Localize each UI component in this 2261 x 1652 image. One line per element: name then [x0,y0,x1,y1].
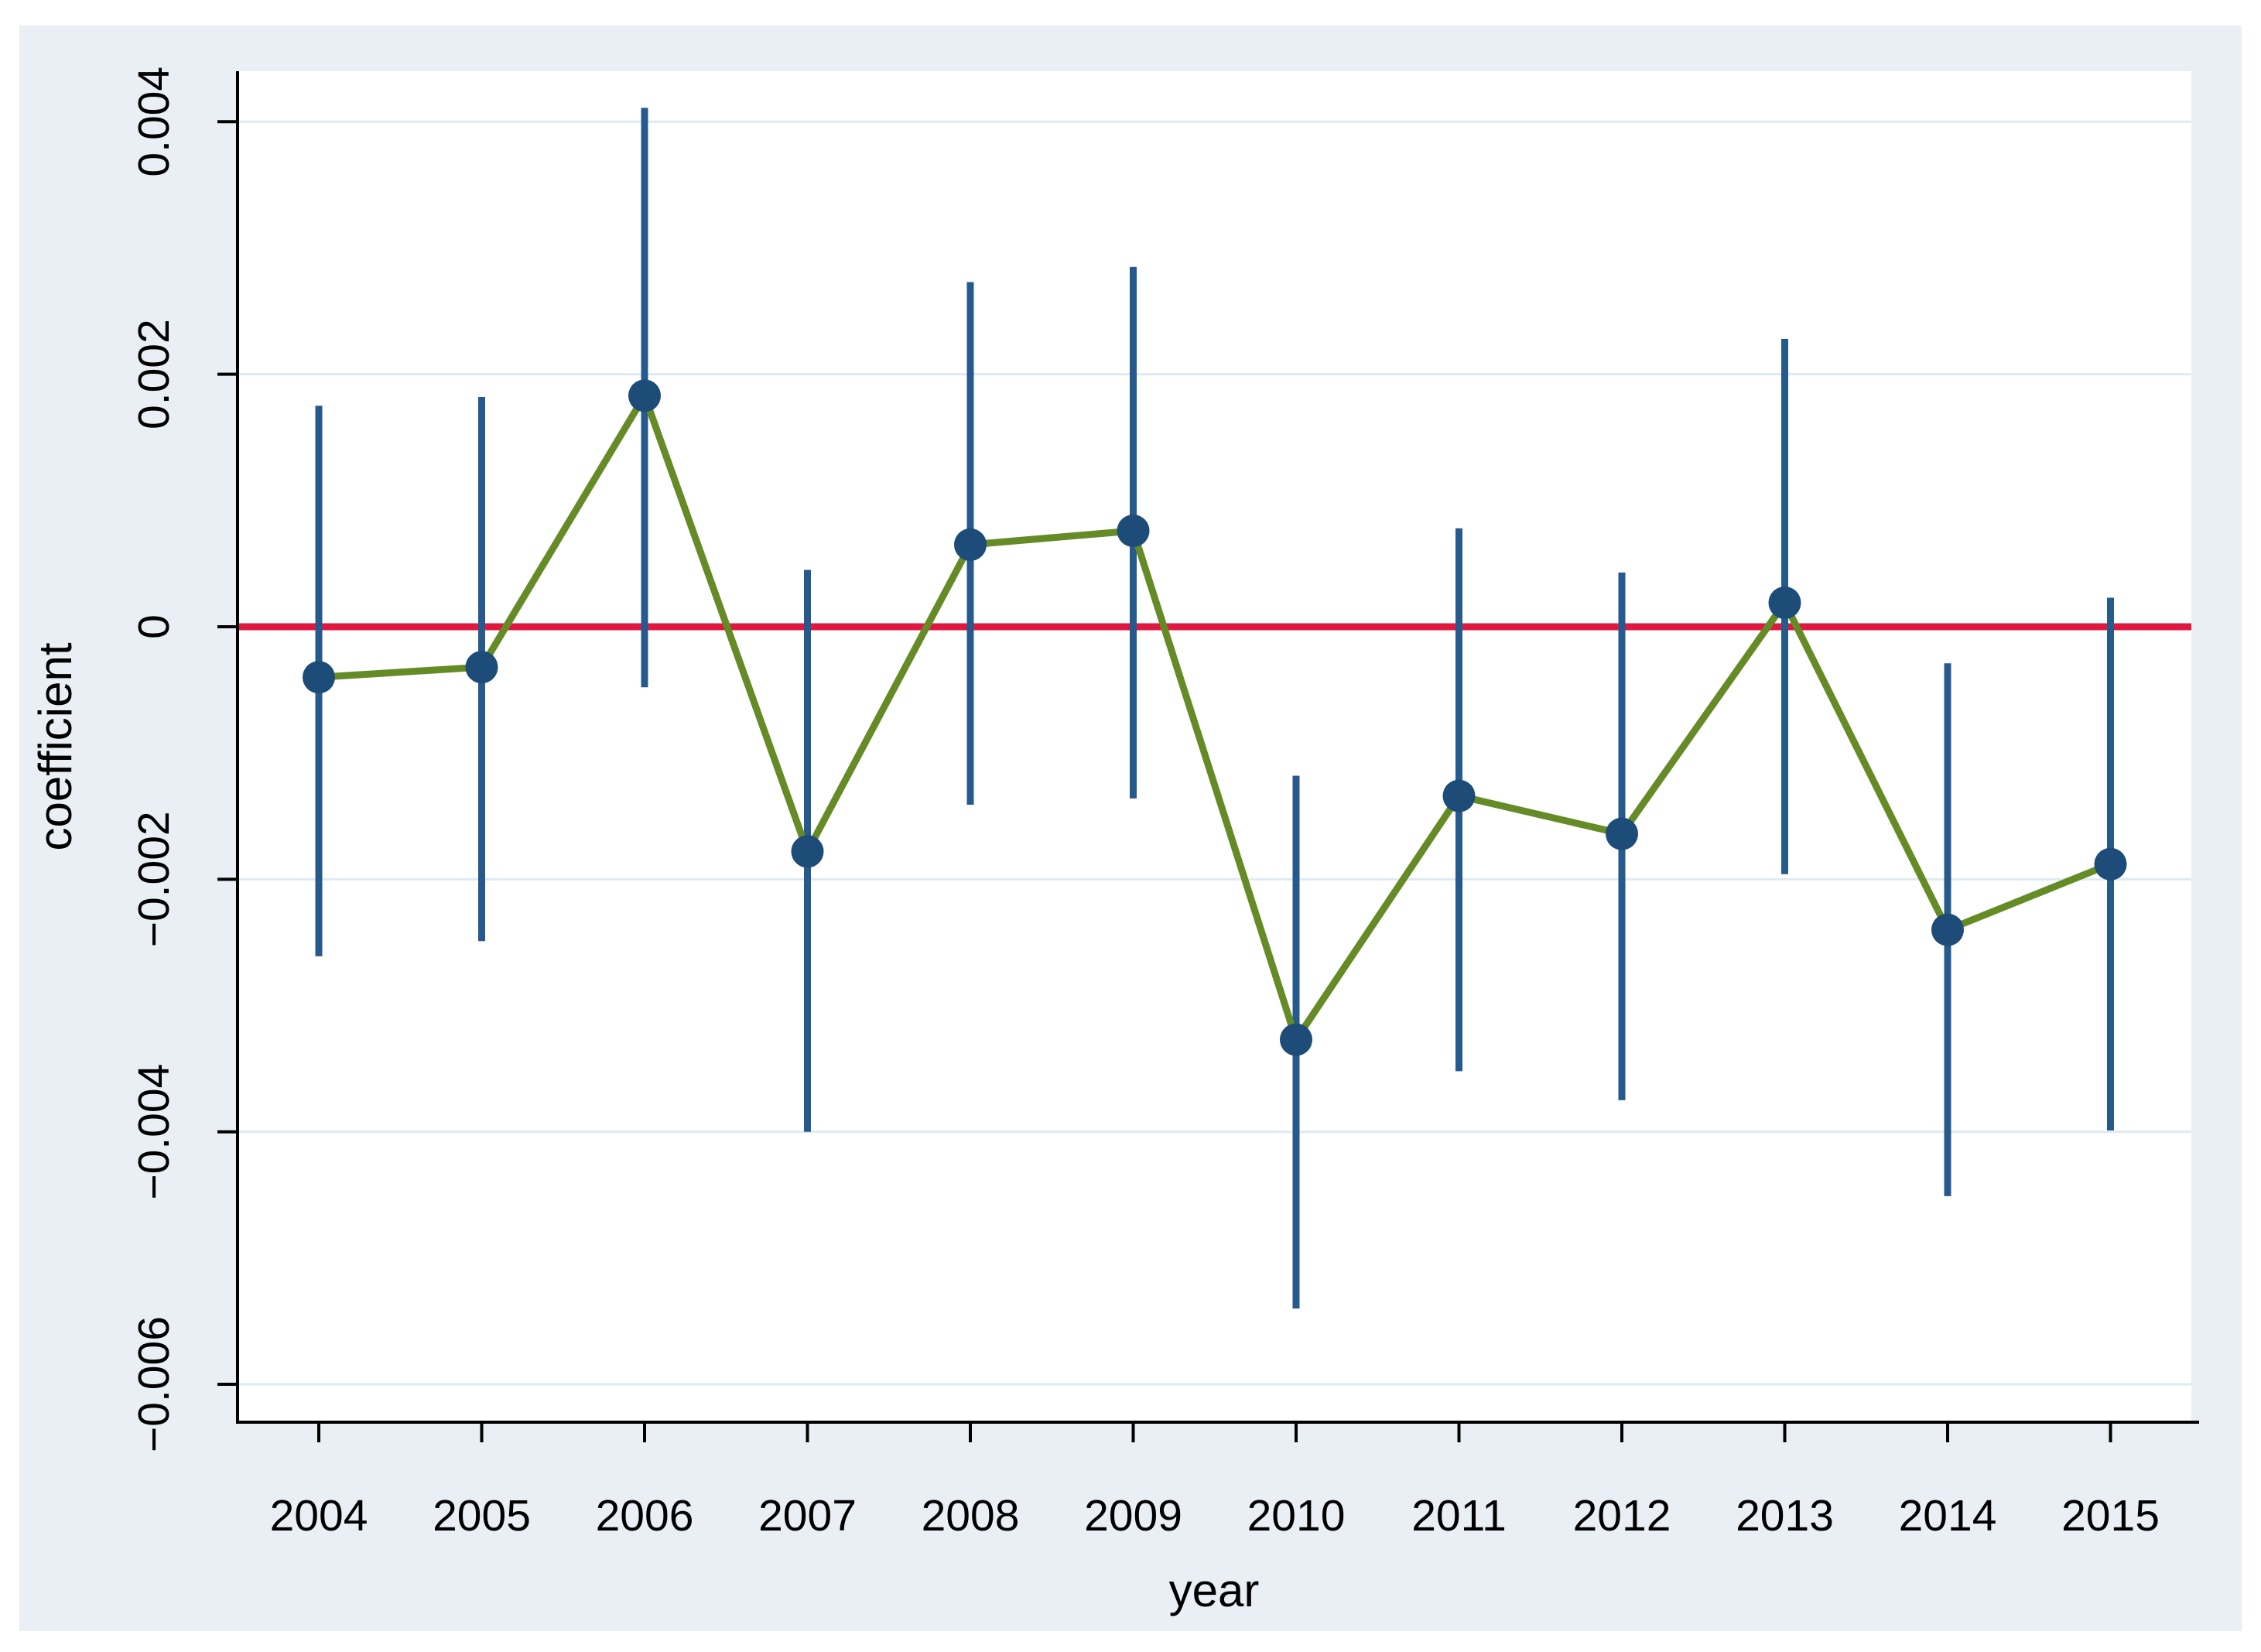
y-tick-label: −0.002 [129,811,179,947]
x-tick-label: 2010 [1247,1491,1346,1541]
estimate-marker-2009 [1117,514,1150,547]
plot-area [238,71,2191,1422]
y-tick-label: 0.002 [129,319,179,429]
y-tick-label: −0.004 [129,1064,179,1200]
x-tick-label: 2006 [596,1491,694,1541]
estimate-marker-2008 [954,528,987,561]
y-tick-label: −0.006 [129,1316,179,1452]
estimate-marker-2012 [1606,817,1638,850]
estimate-marker-2011 [1442,779,1476,812]
estimate-marker-2014 [1931,913,1964,946]
estimate-marker-2005 [465,651,498,684]
x-tick-label: 2015 [2061,1491,2160,1541]
x-tick-label: 2005 [433,1491,531,1541]
x-tick-label: 2014 [1899,1491,1997,1541]
estimate-marker-2013 [1768,586,1801,619]
y-tick-label: 0.004 [129,67,179,177]
estimate-marker-2007 [791,835,824,868]
x-tick-label: 2013 [1736,1491,1834,1541]
y-tick-label: 0 [129,614,179,639]
estimate-marker-2004 [303,661,335,694]
x-tick-label: 2007 [758,1491,857,1541]
estimate-marker-2015 [2094,847,2127,881]
y-axis-title: coefficient [29,642,81,851]
x-tick-label: 2012 [1573,1491,1671,1541]
estimate-line [318,387,2112,1048]
x-tick-label: 2011 [1411,1491,1507,1541]
estimate-marker-2006 [628,379,661,412]
x-tick-label: 2004 [270,1491,368,1541]
x-tick-label: 2008 [922,1491,1020,1541]
x-tick-label: 2009 [1084,1491,1182,1541]
x-axis-title: year [1168,1565,1260,1616]
estimate-marker-2010 [1280,1023,1312,1056]
